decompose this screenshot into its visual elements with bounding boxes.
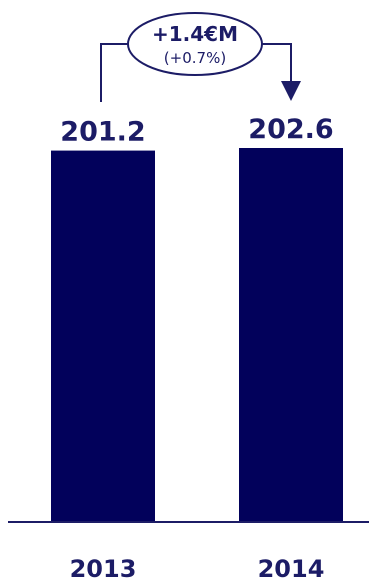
bar-2013	[51, 150, 155, 522]
change-annotation: +1.4€M (+0.7%)	[100, 12, 301, 102]
category-label-2014: 2014	[258, 555, 325, 583]
category-label-2013: 2013	[70, 555, 137, 583]
value-label-2014: 202.6	[248, 114, 333, 145]
bar-2014	[239, 148, 343, 522]
change-arrow	[262, 43, 301, 101]
change-amount-label: +1.4€M	[152, 22, 238, 46]
connector-line	[100, 43, 128, 102]
change-bubble	[127, 12, 263, 76]
change-percent-label: (+0.7%)	[164, 49, 226, 67]
value-label-2013: 201.2	[60, 117, 145, 148]
